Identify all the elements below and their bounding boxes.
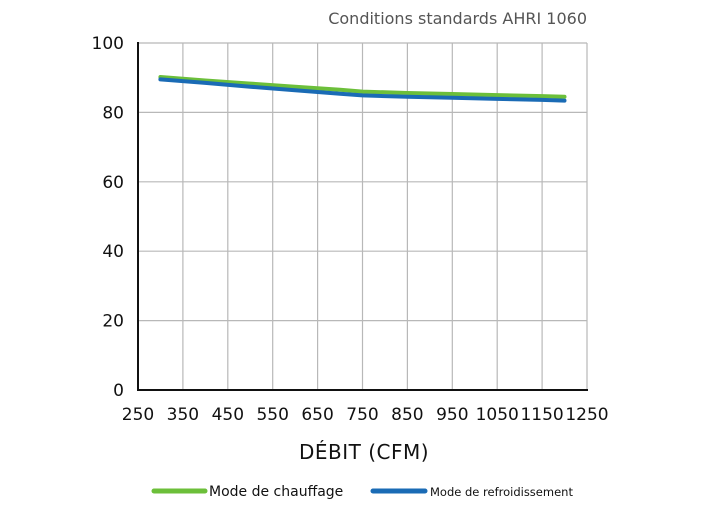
x-tick-label: 1050 bbox=[476, 405, 519, 425]
x-axis-label: DÉBIT (CFM) bbox=[299, 440, 429, 464]
x-tick-label: 1250 bbox=[565, 405, 608, 425]
x-tick-label: 950 bbox=[436, 405, 468, 425]
series-line-chauffage bbox=[158, 75, 567, 99]
series-lines bbox=[158, 75, 567, 103]
grid bbox=[138, 42, 588, 390]
x-tick-label: 350 bbox=[167, 405, 199, 425]
legend: Mode de chauffage Mode de refroidissement bbox=[151, 484, 573, 500]
legend-label: Mode de chauffage bbox=[209, 484, 343, 500]
y-tick-label: 20 bbox=[102, 312, 124, 332]
x-tick-label: 250 bbox=[122, 405, 154, 425]
x-tick-label: 450 bbox=[212, 405, 244, 425]
series-line-refroidissement bbox=[158, 77, 567, 103]
x-tick-label: 550 bbox=[256, 405, 288, 425]
x-tick-label: 750 bbox=[346, 405, 378, 425]
y-tick-label: 0 bbox=[113, 381, 124, 401]
x-tick-label: 850 bbox=[391, 405, 423, 425]
y-tick-label: 100 bbox=[92, 34, 124, 54]
x-tick-label: 650 bbox=[301, 405, 333, 425]
y-tick-label: 80 bbox=[102, 103, 124, 123]
axes bbox=[137, 42, 588, 391]
chart-subtitle: Conditions standards AHRI 1060 bbox=[328, 9, 587, 28]
y-tick-label: 40 bbox=[102, 242, 124, 262]
x-axis-ticks: 250 350 450 550 650 750 850 950 1050 1150 1250 bbox=[122, 405, 609, 425]
x-tick-label: 1150 bbox=[520, 405, 563, 425]
y-axis-ticks: 0 20 40 60 80 100 bbox=[92, 34, 124, 401]
legend-label: Mode de refroidissement bbox=[430, 485, 573, 499]
y-tick-label: 60 bbox=[102, 173, 124, 193]
